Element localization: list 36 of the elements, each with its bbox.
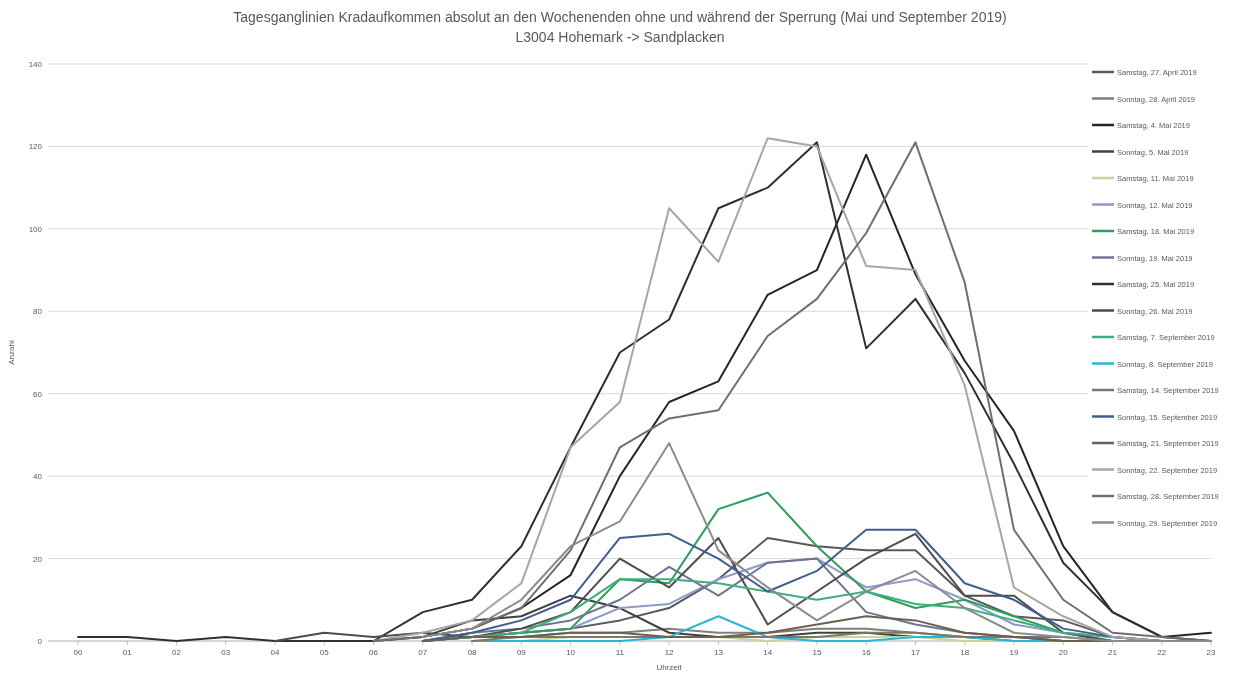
x-tick-label: 10 [566, 648, 576, 657]
x-tick-label: 00 [73, 648, 83, 657]
y-tick-label: 40 [33, 472, 43, 482]
x-tick-label: 21 [1108, 648, 1118, 657]
y-tick-label: 100 [28, 224, 43, 234]
y-tick-label: 140 [28, 60, 43, 69]
x-tick-label: 03 [221, 648, 231, 657]
chart-title: Tagesganglinien Kradaufkommen absolut an den Wochenenden ohne und während der Sperrung (Mai und September 2019) [233, 9, 1007, 25]
y-tick-label: 80 [33, 307, 43, 317]
y-axis-title: Anzahl [7, 340, 16, 365]
x-tick-label: 19 [1009, 648, 1019, 657]
chart-subtitle: L3004 Hohemark -> Sandplacken [515, 29, 725, 45]
x-tick-label: 02 [172, 648, 182, 657]
y-tick-label: 0 [37, 637, 43, 646]
y-tick-label: 20 [33, 554, 43, 564]
x-tick-label: 13 [713, 648, 724, 657]
x-tick-label: 12 [664, 648, 675, 657]
x-tick-label: 23 [1206, 648, 1216, 657]
x-tick-label: 16 [861, 648, 872, 657]
x-tick-label: 05 [319, 648, 330, 657]
x-tick-label: 04 [270, 648, 281, 657]
x-tick-label: 17 [910, 648, 921, 657]
x-tick-label: 08 [467, 648, 478, 657]
x-tick-label: 18 [960, 648, 970, 657]
x-tick-label: 22 [1157, 648, 1167, 657]
y-tick-label: 60 [33, 389, 43, 399]
y-tick-label: 120 [28, 142, 43, 152]
x-tick-label: 09 [516, 648, 527, 657]
x-tick-label: 01 [122, 648, 133, 657]
x-tick-label: 06 [369, 648, 379, 657]
x-tick-label: 11 [615, 648, 625, 657]
x-tick-label: 15 [812, 648, 822, 657]
x-tick-label: 07 [418, 648, 428, 657]
x-tick-label: 14 [763, 648, 773, 657]
x-axis-title: Uhrzeit [656, 663, 683, 672]
x-tick-label: 20 [1058, 648, 1069, 657]
